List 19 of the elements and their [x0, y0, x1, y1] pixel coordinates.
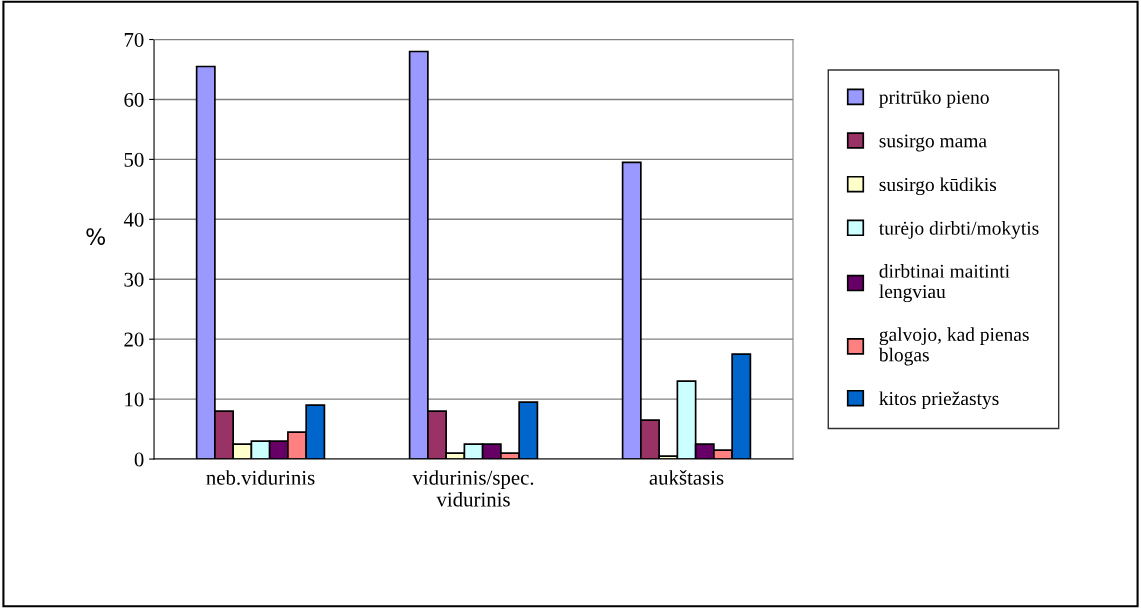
legend-label: galvojo, kad pienas blogas — [878, 327, 1029, 366]
legend-label: susirgo kūdikis — [879, 177, 997, 196]
x-tick-label: vidurinis/spec. vidurinis — [412, 470, 534, 507]
y-tick-label: 0 — [134, 452, 144, 467]
y-tick-label: 10 — [125, 392, 144, 407]
legend-label: turėjo dirbti/mokytis — [879, 221, 1039, 239]
y-tick-label: 70 — [124, 32, 144, 47]
legend-label: dirbtinai maitinti lengviau — [879, 264, 1010, 303]
y-tick-label: 60 — [124, 92, 144, 107]
x-tick-label: neb.vidurinis — [206, 470, 315, 485]
y-tick-label: 40 — [123, 212, 144, 227]
y-tick-label: 30 — [124, 272, 144, 287]
x-tick-label: aukštasis — [649, 470, 724, 485]
legend-label: kitos priežastys — [879, 391, 999, 410]
y-axis-title: % — [86, 228, 106, 245]
y-tick-label: 50 — [124, 152, 144, 167]
y-tick-label: 20 — [124, 332, 144, 347]
legend-label: susirgo mama — [879, 134, 987, 152]
legend-label: pritrūko pieno — [879, 90, 989, 108]
